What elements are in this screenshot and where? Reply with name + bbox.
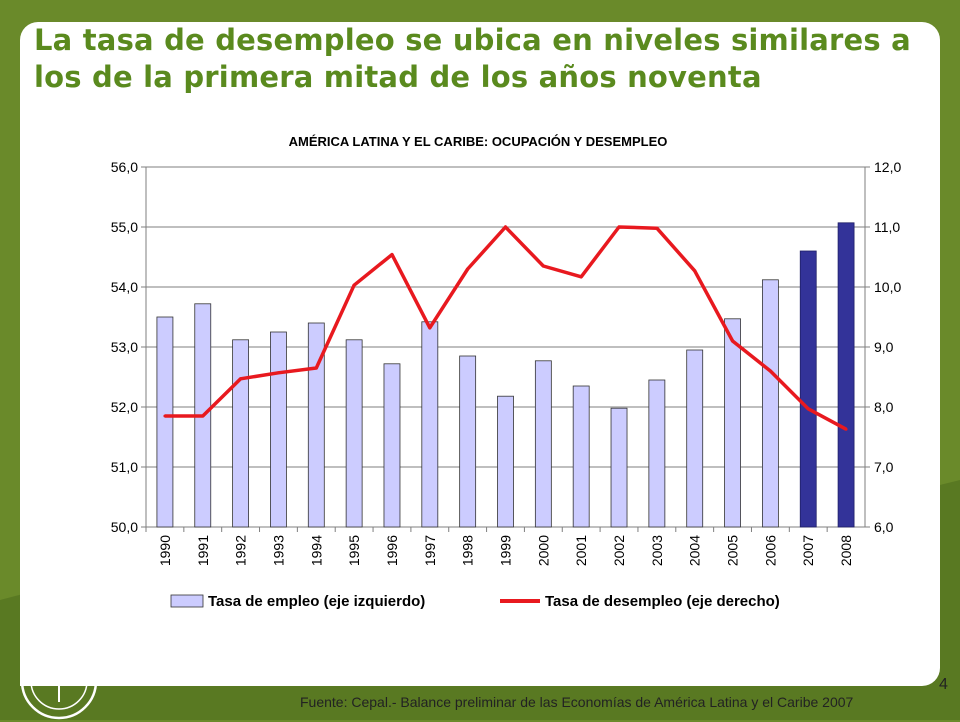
bar xyxy=(799,250,817,528)
bar xyxy=(421,321,439,528)
chart-title: AMÉRICA LATINA Y EL CARIBE: OCUPACIÓN Y … xyxy=(289,134,668,149)
x-tick-label: 1992 xyxy=(233,535,249,566)
bar xyxy=(232,339,250,528)
x-tick-label: 1998 xyxy=(460,535,476,566)
line-point xyxy=(390,253,394,257)
x-tick-label: 2002 xyxy=(611,535,627,566)
bar xyxy=(610,407,628,528)
y-right-tick-label: 6,0 xyxy=(874,519,894,535)
line-point xyxy=(806,407,810,411)
y-left-tick-label: 54,0 xyxy=(111,279,138,295)
bar xyxy=(459,355,477,528)
legend-swatch-bar xyxy=(170,594,204,608)
bar xyxy=(270,331,287,528)
y-left-tick-label: 52,0 xyxy=(111,399,138,415)
line-point xyxy=(844,427,848,431)
line-point xyxy=(239,377,243,381)
line-point xyxy=(466,267,470,271)
x-tick-label: 2001 xyxy=(573,535,589,566)
x-tick-label: 2008 xyxy=(838,535,854,566)
y-left-tick-label: 51,0 xyxy=(111,459,138,475)
x-tick-label: 2004 xyxy=(687,535,703,566)
x-tick-label: 1999 xyxy=(498,535,514,566)
line-point xyxy=(617,225,621,229)
line-point xyxy=(655,226,659,230)
bar xyxy=(345,339,363,528)
y-right-tick-label: 10,0 xyxy=(874,279,901,295)
x-tick-label: 1990 xyxy=(157,535,173,566)
line-point xyxy=(201,414,205,418)
line-point xyxy=(276,371,280,375)
y-left-tick-label: 55,0 xyxy=(111,219,138,235)
y-right-tick-label: 11,0 xyxy=(874,219,900,235)
x-tick-label: 1995 xyxy=(346,535,362,566)
line-point xyxy=(693,269,697,273)
bar xyxy=(837,222,855,528)
bar xyxy=(761,279,779,528)
y-right-tick-label: 9,0 xyxy=(874,339,894,355)
slide-title: La tasa de desempleo se ubica en niveles… xyxy=(34,23,911,94)
line-point xyxy=(163,414,167,418)
legend-label-line: Tasa de desempleo (eje derecho) xyxy=(545,593,780,610)
line-point xyxy=(352,283,356,287)
page-number: 4 xyxy=(939,676,948,693)
x-axis: 1990 1991 1992 1993 1994 1995 1996 1997 1998 1999… xyxy=(145,527,854,566)
x-tick-label: 1991 xyxy=(195,535,211,566)
bar xyxy=(686,349,704,528)
y-right-tick-label: 12,0 xyxy=(874,159,901,175)
y-left-tick-label: 53,0 xyxy=(111,339,138,355)
x-tick-label: 2003 xyxy=(649,535,665,566)
y-left-tick-label: 56,0 xyxy=(111,159,138,175)
bar-series xyxy=(156,222,855,528)
x-tick-label: 2006 xyxy=(762,535,778,566)
y-left-tick-label: 50,0 xyxy=(111,519,138,535)
x-tick-label: 1993 xyxy=(270,535,286,566)
legend: Tasa de empleo (eje izquierdo) Tasa de d… xyxy=(170,593,780,610)
line-point xyxy=(579,275,583,279)
source-note: Fuente: Cepal.- Balance preliminar de la… xyxy=(300,694,854,710)
x-tick-label: 2000 xyxy=(535,535,551,566)
x-tick-label: 1994 xyxy=(308,535,324,566)
bar xyxy=(156,316,174,528)
bar xyxy=(534,360,552,528)
bar xyxy=(307,322,325,528)
bar xyxy=(648,379,666,528)
bar xyxy=(383,363,401,528)
legend-label-bar: Tasa de empleo (eje izquierdo) xyxy=(208,593,425,610)
y-axis-right: 6,0 7,0 8,0 9,0 10,0 11,0 12,0 xyxy=(865,159,901,535)
x-tick-label: 1996 xyxy=(384,535,400,566)
y-right-tick-label: 7,0 xyxy=(874,459,894,475)
x-tick-label: 1997 xyxy=(422,535,438,566)
line-point xyxy=(504,225,507,229)
line-point xyxy=(428,326,432,330)
bar xyxy=(497,395,514,528)
line-series xyxy=(163,225,848,431)
line-point xyxy=(768,369,772,373)
line-point xyxy=(541,264,545,268)
bar xyxy=(724,318,741,528)
line-point xyxy=(314,366,318,370)
fao-logo-icon xyxy=(20,642,98,720)
bar xyxy=(572,385,590,528)
y-axis-left: 50,0 51,0 52,0 53,0 54,0 55,0 56,0 xyxy=(111,159,146,535)
x-tick-label: 2007 xyxy=(800,535,816,566)
line-point xyxy=(731,339,735,343)
x-tick-label: 2005 xyxy=(725,535,741,566)
y-right-tick-label: 8,0 xyxy=(874,399,894,415)
